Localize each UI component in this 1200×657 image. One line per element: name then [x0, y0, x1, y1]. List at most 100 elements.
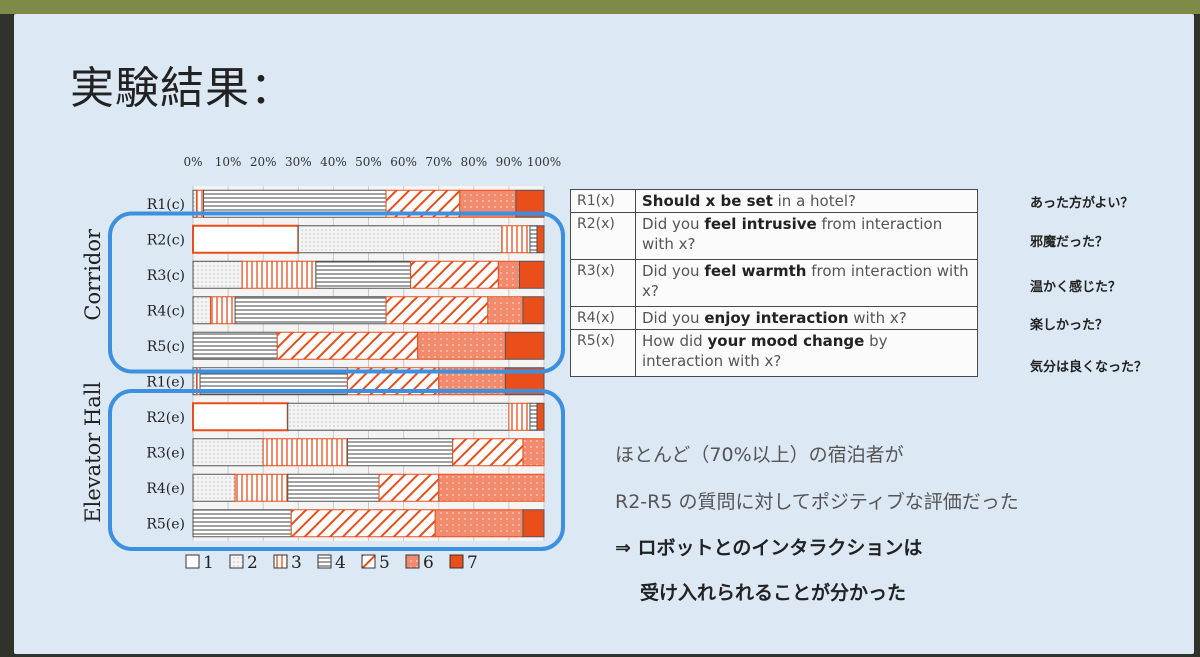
legend: 1 2 3 4 5 6 7 — [185, 553, 478, 573]
row-label: R4(e) — [146, 481, 185, 497]
row-label: R4(c) — [147, 303, 185, 319]
bar-segment — [417, 331, 506, 360]
slide-title: 実験結果： — [70, 63, 295, 114]
bar-segment — [501, 225, 531, 254]
question-text: Should x be set in a hotel? — [635, 189, 978, 213]
summary-line-4: 受け入れられることが分かった — [640, 582, 907, 604]
bar-segment — [234, 296, 387, 325]
x-tick-label: 40% — [320, 155, 347, 169]
bar-segment — [276, 331, 419, 360]
highlight-box — [108, 211, 565, 374]
question-text: How did your mood change by interaction … — [635, 329, 978, 377]
bar-segment — [522, 296, 545, 325]
group-label: Corridor — [81, 228, 105, 321]
question-text: Did you feel warmth from interaction wit… — [635, 259, 978, 307]
x-tick-labels: 0% 10% 20% 30% 40% 50% 60% 70% 80% 90% 100% — [183, 155, 561, 169]
bar-segment — [536, 402, 545, 431]
bar-segment — [487, 296, 524, 325]
question-row: R5(x) How did your mood change by intera… — [570, 329, 978, 377]
summary-line-3: ⇒ ロボットとのインタラクションは — [615, 537, 923, 559]
x-tick-label: 10% — [215, 155, 242, 169]
question-table: R1(x) Should x be set in a hotel? R2(x) … — [570, 189, 978, 377]
bar-segment — [497, 260, 520, 289]
x-tick-label: 70% — [425, 155, 452, 169]
bar-segment — [522, 438, 545, 467]
question-text: Did you enjoy interaction with x? — [635, 306, 978, 330]
question-code: R3(x) — [570, 259, 636, 307]
group-labels: Corridor Elevator Hall — [81, 228, 105, 523]
bar-segment — [518, 260, 545, 289]
bar-segment — [192, 438, 264, 467]
bar-segment — [192, 224, 300, 254]
row-label: R2(c) — [147, 232, 185, 248]
question-jp-3: 温かく感じた？ — [1030, 280, 1122, 295]
bar-segment — [434, 509, 524, 538]
question-row: R3(x) Did you feel warmth from interacti… — [570, 259, 978, 307]
bar-segment — [346, 438, 454, 467]
x-tick-label: 60% — [390, 155, 417, 169]
bar-segment — [241, 260, 317, 289]
bar-segment — [192, 402, 289, 432]
bar-segment — [315, 260, 412, 289]
question-jp-1: あった方がよい？ — [1030, 196, 1134, 211]
bar-segment — [287, 402, 510, 431]
legend-swatch — [229, 554, 244, 569]
legend-swatch — [273, 554, 288, 569]
legend-label: 3 — [291, 553, 302, 573]
bar-segment — [452, 438, 524, 467]
question-jp-5: 気分は良くなった？ — [1030, 360, 1148, 375]
bar-segment — [297, 225, 503, 254]
question-text: Did you feel intrusive from interaction … — [635, 212, 978, 260]
bar-segment — [192, 260, 243, 289]
bar-segment — [529, 225, 538, 254]
question-jp-4: 楽しかった？ — [1030, 318, 1109, 333]
x-tick-label: 50% — [355, 155, 382, 169]
top-bar — [0, 0, 1200, 14]
legend-label: 7 — [467, 553, 478, 573]
x-tick-label: 30% — [285, 155, 312, 169]
highlight-box — [108, 389, 565, 551]
legend-swatch — [185, 554, 200, 569]
legend-swatch — [405, 554, 420, 569]
bar-segment — [234, 473, 289, 502]
bar-segment — [192, 509, 292, 538]
x-tick-label: 20% — [250, 155, 277, 169]
bar-segment — [262, 438, 348, 467]
row-label: R1(c) — [147, 197, 185, 213]
bar-segment — [378, 473, 440, 502]
row-label: R2(e) — [146, 410, 185, 426]
question-code: R2(x) — [570, 212, 636, 260]
bar-segment — [192, 296, 212, 325]
x-tick-label: 90% — [496, 155, 523, 169]
row-label: R3(e) — [146, 445, 185, 461]
bar-segment — [287, 473, 380, 502]
group-label: Elevator Hall — [81, 382, 105, 523]
question-row: R2(x) Did you feel intrusive from intera… — [570, 212, 978, 260]
question-row: R1(x) Should x be set in a hotel? — [570, 189, 978, 213]
legend-label: 4 — [335, 553, 346, 573]
bar-segment — [522, 509, 545, 538]
bar-segment — [504, 331, 545, 360]
x-tick-label: 80% — [460, 155, 487, 169]
highlight-boxes — [108, 211, 565, 551]
question-row: R4(x) Did you enjoy interaction with x? — [570, 306, 978, 330]
x-tick-label: 100% — [527, 155, 561, 169]
bar-segment — [385, 296, 489, 325]
summary-line-2: R2-R5 の質問に対してポジティブな評価だった — [615, 491, 1019, 513]
bar-segment — [529, 402, 538, 431]
bar-segment — [290, 509, 436, 538]
legend-label: 2 — [247, 553, 258, 573]
row-label: R5(e) — [146, 516, 185, 532]
legend-swatch — [317, 554, 332, 569]
legend-label: 6 — [423, 553, 434, 573]
legend-swatch — [449, 554, 464, 569]
row-label: R5(c) — [147, 339, 185, 355]
legend-swatch — [361, 554, 376, 569]
row-label: R3(c) — [147, 268, 185, 284]
question-code: R4(x) — [570, 306, 636, 330]
question-jp-2: 邪魔だった？ — [1030, 235, 1109, 250]
bar-segment — [210, 296, 236, 325]
bar-segment — [192, 473, 236, 502]
legend-label: 5 — [379, 553, 390, 573]
